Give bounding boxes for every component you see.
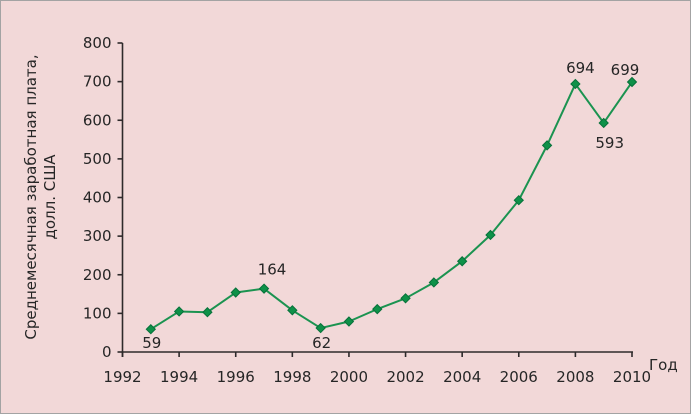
data-point-marker — [315, 322, 326, 334]
x-axis-tick-label: 1992 — [103, 368, 141, 386]
data-line — [149, 81, 633, 331]
data-point-marker — [598, 117, 609, 129]
x-axis-tick-label: 2006 — [500, 368, 538, 386]
x-axis-tick-label: 2004 — [443, 368, 481, 386]
y-axis-tick-label: 0 — [102, 343, 112, 361]
data-point-label: 593 — [595, 134, 624, 152]
data-point-marker — [626, 76, 638, 88]
y-axis-tick-label: 200 — [83, 266, 112, 284]
x-axis-tick-label: 1994 — [160, 368, 198, 386]
y-axis-tick-label: 500 — [83, 150, 112, 168]
y-axis-tick-label: 600 — [83, 111, 112, 129]
x-axis-tick-label: 2008 — [556, 368, 594, 386]
data-point-marker — [343, 316, 355, 327]
y-axis-tick-label: 700 — [83, 73, 112, 91]
x-axis-title: Год — [649, 356, 678, 374]
data-point-marker — [258, 283, 270, 294]
x-axis-tick-label: 1996 — [217, 368, 255, 386]
data-point-marker — [230, 287, 241, 298]
data-point-marker — [541, 140, 553, 151]
data-point-marker — [145, 324, 157, 335]
data-point-marker — [400, 293, 411, 304]
y-axis-tick-label: 800 — [83, 34, 112, 52]
data-point-marker — [173, 306, 185, 317]
data-point-label: 699 — [611, 61, 640, 79]
data-point-label: 694 — [566, 59, 595, 77]
x-axis-tick-label: 2010 — [613, 368, 651, 386]
data-point-marker — [570, 78, 581, 90]
data-point-marker — [456, 256, 468, 267]
y-axis-tick-label: 300 — [83, 227, 112, 245]
y-axis-title: Среднемесячная заработная плата, долл. С… — [22, 54, 60, 339]
data-point-marker — [513, 194, 524, 206]
y-axis-title-line2: долл. США — [41, 154, 59, 240]
data-point-label: 59 — [142, 334, 161, 352]
x-axis-tick-label: 2000 — [330, 368, 368, 386]
x-axis-tick-label: 1998 — [273, 368, 311, 386]
data-point-marker — [372, 303, 383, 315]
data-point-marker — [202, 307, 213, 318]
y-axis-tick-label: 400 — [83, 189, 112, 207]
data-point-label: 164 — [258, 261, 287, 279]
y-axis-title-line1: Среднемесячная заработная плата, — [22, 54, 40, 340]
data-point-marker — [485, 229, 496, 241]
data-point-marker — [287, 305, 298, 316]
data-point-label: 62 — [312, 334, 331, 352]
data-point-marker — [428, 277, 440, 288]
y-axis-tick-label: 100 — [83, 304, 112, 322]
x-axis-tick-label: 2002 — [386, 368, 424, 386]
